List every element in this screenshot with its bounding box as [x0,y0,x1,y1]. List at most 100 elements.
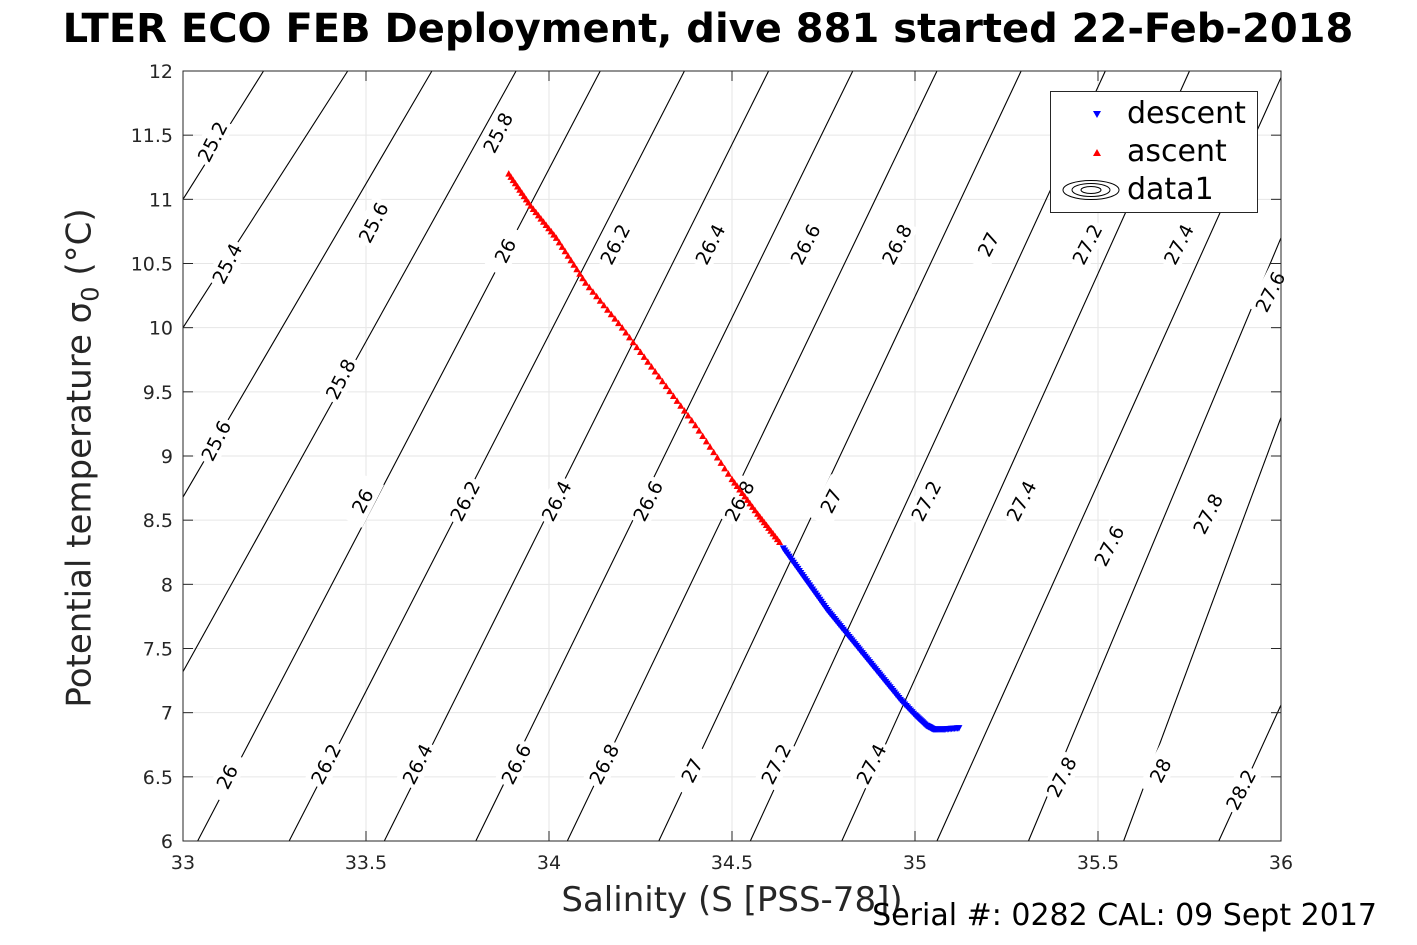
ascent-marker [615,319,623,327]
contour-label-bg [1219,762,1263,817]
ascent-marker [629,338,637,346]
contour-line-27-2 [749,70,1106,842]
ascent-marker [688,416,696,424]
ascent-marker [570,261,578,268]
ascent-marker [706,443,714,450]
contour-label-bg [626,474,670,528]
ascent-marker [579,274,587,282]
ascent-marker [673,397,681,404]
ascent-marker [677,402,685,409]
contour-label-bg [1039,750,1084,804]
y-axis-label-subscript: 0 [76,286,105,302]
contour-line-27-8 [1027,237,1282,842]
ascent-marker [710,448,718,456]
contour-line-26-6 [475,70,854,842]
contour-label-bg [351,195,395,250]
y-tick-label: 8 [161,574,173,596]
x-tick-label: 33 [171,852,195,874]
ascent-marker [658,377,666,385]
descent-series [779,545,963,733]
contour-label-bg [1138,743,1182,798]
ascent-marker [552,234,560,241]
contour-label-bg [534,474,578,528]
ascent-marker [567,256,575,264]
x-tick-label: 34.5 [711,852,753,874]
y-tick-label: 9.5 [143,382,173,404]
ascent-marker [604,306,612,313]
contour-label-bg [205,750,249,804]
ascent-marker [731,479,739,486]
contour-label-bg [875,217,919,272]
ascent-marker [561,247,569,255]
legend-label: ascent [1127,134,1227,169]
contour-line-26-2 [288,70,685,842]
ascent-marker [585,283,593,291]
contour-label-bg [476,105,520,160]
serial-cal-footer: Serial #: 0282 CAL: 09 Sept 2017 [872,898,1377,933]
ascent-marker [728,475,736,483]
x-tick-label: 33.5 [345,852,387,874]
y-axis-label: Potential temperature σ0 (°C) [60,208,105,707]
ascent-marker [633,343,641,351]
ascent-marker [637,348,644,356]
ascent-marker [618,324,626,331]
contour-label-bg [849,737,893,791]
contour-label-bg [670,743,714,798]
y-axis-label-unit: (°C) [59,208,100,287]
legend: descent ascent data1 [1050,91,1258,213]
ascent-marker [746,499,754,507]
contour-label-bg [395,737,439,791]
contour-label-bg [999,474,1043,528]
y-tick-label: 8.5 [143,510,173,532]
contour-label-bg [190,114,234,169]
ascent-marker [699,432,707,439]
x-axis-label: Salinity (S [PSS-78]) [561,880,903,920]
contour-label-bg [443,474,487,528]
y-tick-label: 12 [149,61,173,83]
ascent-marker [647,363,655,370]
ascent-marker [691,421,699,429]
ascent-marker [640,353,648,360]
chart-title: LTER ECO FEB Deployment, dive 881 starte… [62,6,1354,52]
y-tick-label: 7 [161,703,173,725]
contour-label-bg [717,474,761,528]
ascent-marker [573,265,581,273]
triangle-down-icon [1093,111,1101,118]
ascent-marker [733,482,741,490]
contour-label-bg [582,737,626,791]
y-tick-label: 9 [161,446,173,468]
contour-label-bg [1156,217,1201,272]
y-tick-label: 10 [149,318,173,340]
ascent-marker [669,392,677,399]
descent-marker [955,725,963,732]
x-tick-label: 35 [903,852,927,874]
ascent-marker [576,270,584,277]
ascent-marker [589,288,597,295]
contour-label-bg [494,737,538,791]
y-axis-ticks: 6 6.5 7 7.5 8 8.5 9 9.5 10 10.5 11 11.5 12 [131,61,1281,853]
contour-line-27 [658,70,1022,842]
y-tick-label: 6.5 [143,767,173,789]
ascent-marker [721,464,729,472]
ascent-marker [582,279,590,286]
ascent-marker [593,292,601,300]
ascent-marker [748,503,756,510]
legend-item-descent: descent [1051,96,1257,132]
contour-label-bg [1087,519,1131,573]
y-tick-label: 6 [161,831,173,853]
ascent-marker [776,538,784,545]
contour-label-bg [809,474,853,528]
ascent-marker [558,243,566,250]
contour-label-bg [904,474,948,528]
contour-line-26-8 [566,70,938,842]
ascent-marker [724,470,732,477]
ascent-marker [644,358,652,365]
ascent-marker [713,454,721,461]
contour-label-bg [593,217,637,272]
ascent-marker [626,333,634,341]
contour-icon [1062,180,1120,200]
x-axis-ticks: 33 33.5 34 34.5 35 35.5 36 [171,71,1293,874]
ascent-marker [702,437,710,445]
ascent-marker [741,492,749,500]
ascent-marker [596,297,604,304]
